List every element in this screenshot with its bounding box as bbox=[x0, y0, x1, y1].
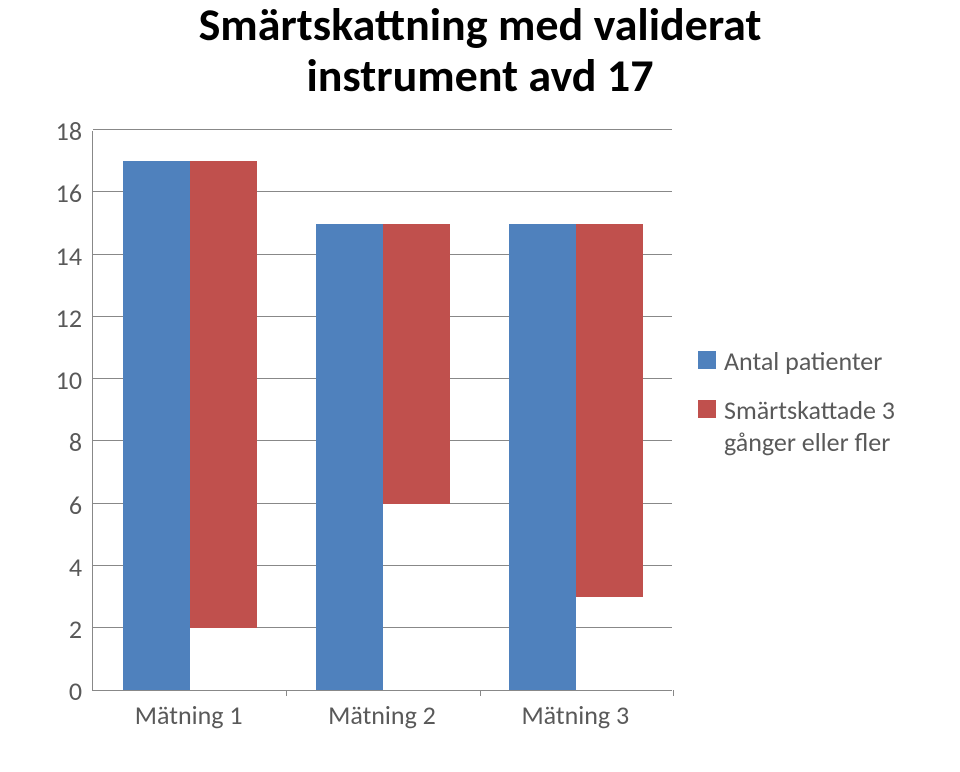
x-tick-mark bbox=[480, 690, 481, 696]
title-line-2: instrument avd 17 bbox=[306, 48, 653, 104]
x-tick-label: Mätning 1 bbox=[92, 699, 285, 731]
y-tick-label: 6 bbox=[69, 489, 82, 521]
bar-group bbox=[286, 224, 479, 691]
y-tick-label: 16 bbox=[56, 177, 82, 209]
bar bbox=[383, 224, 450, 504]
legend-label: Antal patienter bbox=[724, 346, 882, 377]
y-tick-label: 14 bbox=[56, 240, 82, 272]
legend: Antal patienter Smärtskattade 3 gånger el… bbox=[698, 346, 928, 476]
legend-item: Smärtskattade 3 gånger eller fler bbox=[698, 395, 928, 457]
y-tick-label: 2 bbox=[69, 613, 82, 645]
chart-area: 024681012141618 Antal patienterSmärtskat… bbox=[20, 131, 940, 691]
y-tick-label: 10 bbox=[56, 364, 82, 396]
x-tick-label: Mätning 3 bbox=[479, 699, 672, 731]
legend-label: Smärtskattade 3 gånger eller fler bbox=[724, 395, 928, 457]
bar bbox=[123, 161, 190, 690]
bar bbox=[576, 224, 643, 597]
bar-group bbox=[93, 161, 286, 690]
bar-group bbox=[480, 224, 673, 691]
y-tick-label: 8 bbox=[69, 426, 82, 458]
grid-line bbox=[93, 129, 672, 130]
y-tick-label: 4 bbox=[69, 551, 82, 583]
legend-swatch bbox=[698, 400, 716, 418]
x-tick-mark bbox=[286, 690, 287, 696]
x-tick-label: Mätning 2 bbox=[285, 699, 478, 731]
bar bbox=[509, 224, 576, 691]
legend-item: Antal patienter bbox=[698, 346, 928, 377]
legend-swatch bbox=[698, 351, 716, 369]
y-tick-label: 12 bbox=[56, 302, 82, 334]
chart-title: Smärtskattning med validerat instrument … bbox=[0, 0, 960, 101]
plot-area bbox=[92, 131, 672, 691]
bar bbox=[190, 161, 257, 628]
y-tick-label: 18 bbox=[56, 115, 82, 147]
x-axis-labels: Mätning 1Mätning 2Mätning 3 bbox=[92, 699, 672, 731]
x-tick-mark bbox=[673, 690, 674, 696]
bar bbox=[316, 224, 383, 691]
y-tick-label: 0 bbox=[69, 675, 82, 707]
title-line-1: Smärtskattning med validerat bbox=[199, 0, 762, 53]
y-axis: 024681012141618 bbox=[20, 131, 92, 691]
